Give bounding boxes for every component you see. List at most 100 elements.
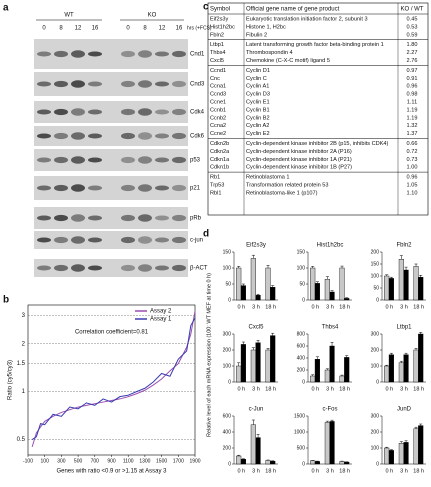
blot-band [37,215,51,221]
bar [270,335,276,383]
blot-band [121,236,135,244]
table-cell: Ccnb2 [210,115,226,121]
table-cell: Rbl1 [210,190,222,196]
error-bar [385,364,389,366]
table-cell: 1.19 [407,107,418,113]
bar [314,461,320,465]
lane-label: 0 [42,26,46,32]
error-bar [345,297,349,299]
bar [413,349,419,383]
table-cell: Ccna1 [210,84,226,90]
x-tick-label: 1100 [123,458,134,464]
table-cell: Cdkn2b [210,141,229,147]
table-cell: Cdkn2a [210,149,230,155]
error-bar [315,356,319,360]
error-bar [256,340,260,343]
table-header: Symbol [210,7,230,13]
table-cell: Thrombospondin 4 [246,50,293,56]
table-cell: Cyclin C [246,76,267,82]
x-tick-label: 0 h [386,386,394,392]
bar [388,354,394,383]
error-bar [330,290,334,292]
table-cell: Cnc [210,76,220,82]
y-tick-label: 200 [297,367,306,373]
x-tick-label: 18 h [413,386,424,392]
table-cell: Ccnd1 [210,68,226,74]
error-bar [389,276,393,279]
table-cell: 0.98 [407,92,418,98]
x-tick-label: 18 h [339,304,350,310]
bar [236,455,242,465]
table-cell: Cyclin B1 [246,107,270,113]
table-cell: Ccne2 [210,131,226,137]
table-cell: 1.00 [407,165,418,171]
table-cell: 1.11 [407,99,417,105]
chart-title: c-Fos [323,407,338,413]
table-cell: 2.27 [407,50,418,56]
bar [265,349,271,383]
blot-band [172,236,186,244]
y-tick-label: 200 [223,347,232,353]
error-bar [315,281,319,284]
x-tick-label: 1300 [139,458,150,464]
error-bar [251,419,255,425]
blot-band [88,157,102,163]
lane-label: 8 [143,26,147,32]
blot-band [172,156,186,164]
y-tick-label: 0 [228,461,231,467]
x-tick-label: 18 h [265,304,276,310]
chart-title: c-Jun [249,407,264,413]
y-tick-label: 100 [223,265,232,271]
y-tick-label: 1500 [294,413,305,419]
x-tick-label: 3 h [252,386,260,392]
bar [418,425,424,465]
x-tick-label: 1500 [156,458,167,464]
table-cell: 0.66 [407,141,418,147]
table-cell: Rb1 [210,175,220,181]
table-cell: 1.05 [407,182,418,188]
blot-strip [34,207,188,229]
x-tick-label: 1900 [189,458,200,464]
blot-band [138,184,152,192]
bar [344,461,350,465]
lane-label: 16 [176,26,183,32]
table-cell: Ltbp1 [210,42,224,48]
blot-band [71,184,85,192]
x-tick-label: 900 [107,458,116,464]
error-bar [241,283,245,286]
x-tick-label: 0 h [238,304,246,310]
y-tick-label: 200 [223,445,232,451]
y-tick-label: 100 [371,363,380,369]
annotation: Correlation coefficient=0.81 [75,330,149,336]
y-tick-label: 2 [22,341,26,347]
x-tick-label: 3 h [400,386,408,392]
blot-band [155,109,169,115]
panel-label: d [203,229,209,240]
error-bar [251,347,255,350]
bar [240,344,246,383]
chart-title: Eif2s3y [246,243,266,249]
blot-band [71,156,85,164]
error-bar [399,360,403,363]
table-cell: Cdkn1b [210,165,229,171]
x-tick-label: 3 h [252,468,260,474]
blot-band [88,109,102,115]
lane-label: 12 [159,26,166,32]
error-bar [311,266,315,268]
table-cell: Chemokine (C-X-C motif) ligand 5 [246,58,330,64]
x-tick-label: 18 h [339,386,350,392]
y-tick-label: 400 [223,429,232,435]
y-tick-label: 300 [371,413,380,419]
blot-band [71,236,85,244]
error-bar [311,374,315,376]
x-tick-label: 3 h [400,468,408,474]
bar [255,437,261,465]
y-tick-label: 0 [228,379,231,385]
blot-label: pRb [190,216,202,222]
blot-band [138,214,152,222]
blot-band [71,108,85,116]
bar [384,447,390,465]
y-tick-label: 0 [376,461,379,467]
blot-band [155,157,169,163]
error-bar [237,266,241,268]
